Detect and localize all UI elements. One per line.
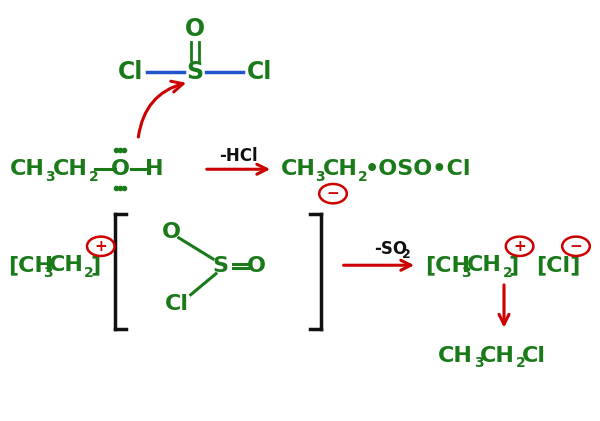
Text: 3: 3 [45, 170, 55, 184]
Text: +: + [513, 239, 526, 254]
Text: CH: CH [467, 255, 502, 275]
Text: Cl: Cl [118, 60, 143, 85]
Text: ]: ] [509, 255, 519, 275]
Text: 3: 3 [461, 266, 470, 280]
Text: [CH: [CH [8, 255, 53, 275]
Text: •OSO•Cl: •OSO•Cl [365, 159, 472, 179]
Text: 2: 2 [516, 356, 526, 370]
Text: ]: ] [90, 255, 100, 275]
Text: CH: CH [53, 159, 88, 179]
Text: [Cl]: [Cl] [536, 255, 580, 275]
Text: 2: 2 [358, 170, 367, 184]
Text: Cl: Cl [247, 60, 272, 85]
Text: 2: 2 [402, 248, 411, 261]
Text: -HCl: -HCl [219, 147, 257, 165]
Text: −: − [569, 239, 583, 254]
Text: 3: 3 [474, 356, 484, 370]
Text: H: H [145, 159, 163, 179]
Text: 2: 2 [84, 266, 94, 280]
Text: CH: CH [49, 255, 84, 275]
Text: CH: CH [281, 159, 316, 179]
Text: O: O [185, 16, 205, 41]
Text: CH: CH [323, 159, 358, 179]
Text: O: O [110, 159, 130, 179]
Text: S: S [187, 60, 203, 85]
Text: 3: 3 [316, 170, 325, 184]
Text: −: − [326, 186, 340, 201]
Text: 2: 2 [89, 170, 98, 184]
Text: S: S [213, 256, 229, 276]
Text: CH: CH [10, 159, 45, 179]
Text: Cl: Cl [165, 294, 189, 314]
Text: -SO: -SO [374, 240, 407, 258]
Text: CH: CH [438, 346, 473, 366]
Text: 3: 3 [43, 266, 53, 280]
Text: O: O [247, 256, 266, 276]
Text: +: + [94, 239, 107, 254]
Text: CH: CH [480, 346, 515, 366]
Text: [CH: [CH [425, 255, 470, 275]
Text: Cl: Cl [522, 346, 546, 366]
Text: 2: 2 [503, 266, 512, 280]
Text: O: O [161, 221, 181, 242]
